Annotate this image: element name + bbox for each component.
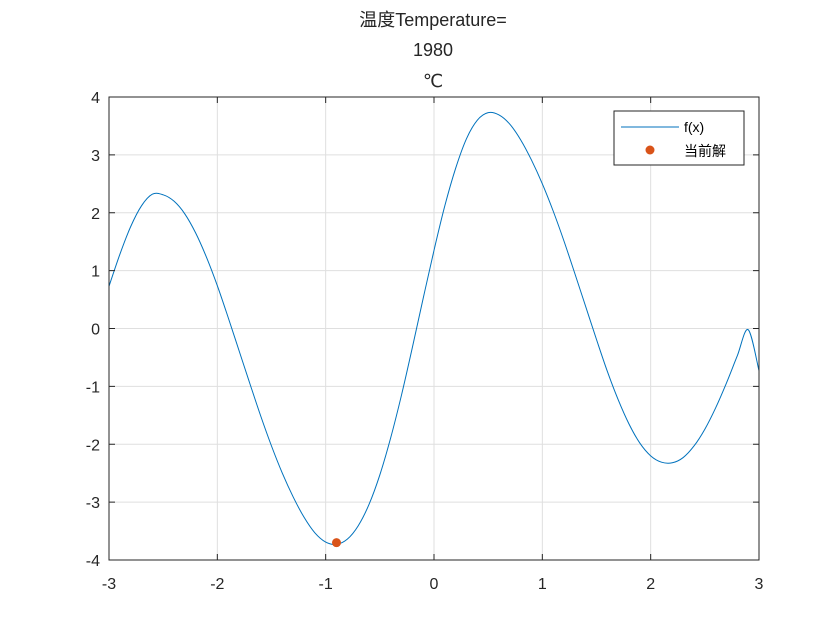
legend: f(x) 当前解 — [613, 110, 745, 166]
x-tick-label: 3 — [755, 576, 764, 593]
series-line-fx — [108, 111, 760, 545]
y-tick-label: -3 — [86, 495, 100, 512]
tick-marks — [108, 96, 760, 561]
y-tick-label: 2 — [91, 206, 100, 223]
x-tick-label: -3 — [102, 576, 116, 593]
legend-label-fx: f(x) — [684, 119, 704, 135]
y-tick-label: 4 — [91, 90, 100, 107]
x-tick-label: -1 — [319, 576, 333, 593]
point-layer — [332, 538, 341, 548]
x-tick-label: 0 — [430, 576, 439, 593]
y-tick-label: -4 — [86, 553, 100, 570]
x-tick-label: 2 — [646, 576, 655, 593]
chart-title-line-2: 1980 — [413, 40, 453, 60]
x-tick-labels: -3 -2 -1 0 1 2 3 — [102, 576, 764, 593]
chart-title-line-1: 温度Temperature= — [359, 10, 507, 30]
chart-title-line-3: ℃ — [423, 71, 443, 91]
legend-swatch-current-solution — [645, 145, 655, 155]
y-tick-label: -1 — [86, 379, 100, 396]
y-tick-label: 1 — [91, 264, 100, 281]
y-tick-label: 3 — [91, 148, 100, 165]
y-tick-labels: -4 -3 -2 -1 0 1 2 3 4 — [86, 90, 100, 570]
y-tick-label: 0 — [91, 322, 100, 339]
legend-label-current-solution: 当前解 — [684, 143, 726, 159]
x-tick-label: -2 — [210, 576, 224, 593]
series-layer — [108, 111, 760, 545]
current-solution-point — [332, 538, 341, 548]
y-tick-label: -2 — [86, 437, 100, 454]
x-tick-label: 1 — [538, 576, 547, 593]
legend-box — [613, 110, 745, 166]
